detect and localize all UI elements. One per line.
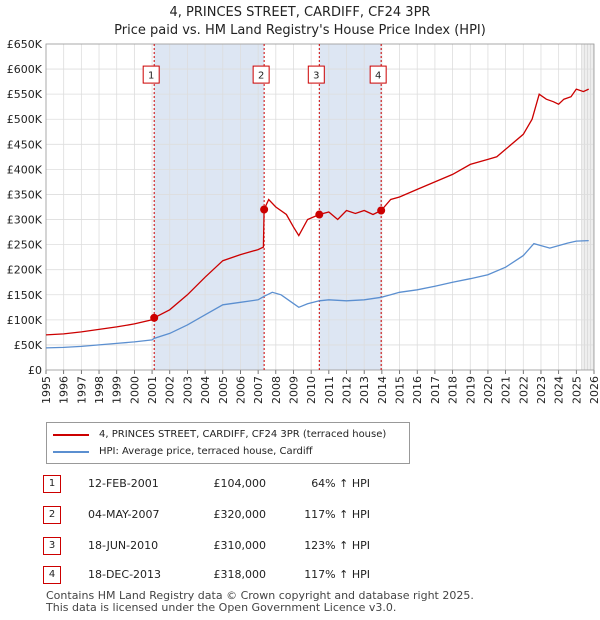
x-tick-label: 2004: [199, 376, 212, 404]
sale-point: [377, 206, 386, 215]
transaction-number: 3: [43, 537, 61, 555]
sale-label-number: 3: [313, 71, 319, 82]
price-chart: £0 £50K £100K £150K £200K £250K £300K £350K £400…: [7, 38, 600, 404]
sale-label-box: [307, 65, 325, 84]
transaction-row: 3 18-JUN-2010 £310,000 123% ↑ HPI: [0, 537, 600, 555]
x-tick-label: 2013: [358, 376, 371, 404]
x-tick-label: 2021: [500, 376, 513, 404]
x-tick-label: 2005: [217, 376, 230, 404]
y-tick-label: £200K: [7, 264, 43, 277]
y-tick-label: £350K: [7, 188, 43, 201]
sale-label-number: 2: [258, 71, 264, 82]
property-price-line: [45, 88, 589, 336]
transaction-row: 4 18-DEC-2013 £318,000 117% ↑ HPI: [0, 566, 600, 584]
x-tick-label: 2022: [517, 376, 530, 404]
x-tick-label: 2020: [482, 376, 495, 404]
transaction-date: 04-MAY-2007: [88, 508, 160, 521]
legend: 4, PRINCES STREET, CARDIFF, CF24 3PR (te…: [46, 422, 410, 464]
x-tick-label: 2008: [270, 376, 283, 404]
y-tick-label: £50K: [14, 339, 43, 352]
hpi-line: [45, 239, 589, 349]
y-tick-label: £450K: [7, 138, 43, 151]
y-tick-label: £500K: [7, 113, 43, 126]
sale-label-box: [369, 65, 387, 84]
transaction-date: 18-DEC-2013: [88, 568, 162, 581]
legend-label-property: 4, PRINCES STREET, CARDIFF, CF24 3PR (te…: [99, 429, 387, 440]
transaction-row: 1 12-FEB-2001 £104,000 64% ↑ HPI: [0, 475, 600, 493]
x-tick-label: 1997: [75, 376, 88, 404]
sale-label-box: [142, 65, 160, 84]
plot-border: [45, 43, 595, 371]
x-tick-label: 1995: [40, 376, 53, 404]
transaction-price: £310,000: [213, 539, 267, 552]
transaction-date: 12-FEB-2001: [88, 477, 159, 490]
chart-title: 4, PRINCES STREET, CARDIFF, CF24 3PR: [169, 5, 431, 20]
sale-label-number: 1: [148, 71, 154, 82]
y-tick-label: £300K: [7, 214, 43, 227]
x-tick-label: 1996: [58, 376, 71, 404]
transaction-number: 1: [43, 475, 61, 493]
sale-point: [150, 313, 159, 322]
chart-subtitle: Price paid vs. HM Land Registry's House …: [114, 23, 486, 38]
x-tick-label: 2001: [146, 376, 159, 404]
sale-point: [315, 210, 324, 219]
x-tick-label: 2016: [411, 376, 424, 404]
x-tick-label: 2003: [181, 376, 194, 404]
x-tick-label: 1999: [111, 376, 124, 404]
y-tick-label: £600K: [7, 63, 43, 76]
transaction-hpi-change: 117% ↑ HPI: [304, 508, 370, 521]
y-tick-label: £250K: [7, 239, 43, 252]
transaction-price: £104,000: [213, 477, 267, 490]
sale-label-number: 4: [375, 71, 381, 82]
x-tick-label: 2009: [287, 376, 300, 404]
y-tick-label: £150K: [7, 289, 43, 302]
y-tick-label: £650K: [7, 38, 43, 51]
x-tick-label: 2024: [553, 376, 566, 404]
sale-point: [260, 205, 269, 214]
transaction-hpi-change: 123% ↑ HPI: [304, 539, 370, 552]
x-tick-label: 2012: [341, 376, 354, 404]
x-tick-label: 2002: [164, 376, 177, 404]
x-tick-label: 2014: [376, 376, 389, 404]
ownership-period-band: [319, 44, 382, 370]
x-tick-label: 2023: [535, 376, 548, 404]
x-tick-label: 2007: [252, 376, 265, 404]
legend-swatch-property: [53, 434, 89, 436]
x-tick-label: 2015: [394, 376, 407, 404]
y-tick-label: £400K: [7, 163, 43, 176]
x-tick-label: 2010: [305, 376, 318, 404]
legend-label-hpi: HPI: Average price, terraced house, Card…: [99, 446, 313, 457]
y-tick-label: £0: [28, 364, 42, 377]
transaction-price: £320,000: [213, 508, 267, 521]
sale-label-box: [252, 65, 270, 84]
transaction-price: £318,000: [213, 568, 267, 581]
ownership-period-band: [154, 44, 265, 370]
transaction-hpi-change: 64% ↑ HPI: [311, 477, 370, 490]
x-tick-label: 2025: [570, 376, 583, 404]
x-tick-label: 1998: [93, 376, 106, 404]
x-tick-label: 2006: [234, 376, 247, 404]
legend-swatch-hpi: [53, 451, 89, 453]
x-tick-label: 2018: [447, 376, 460, 404]
transaction-date: 18-JUN-2010: [88, 539, 159, 552]
footer-copyright: Contains HM Land Registry data © Crown c…: [46, 589, 474, 602]
y-tick-label: £550K: [7, 88, 43, 101]
transaction-hpi-change: 117% ↑ HPI: [304, 568, 370, 581]
x-tick-label: 2017: [429, 376, 442, 404]
y-tick-label: £100K: [7, 314, 43, 327]
x-tick-label: 2011: [323, 376, 336, 404]
transaction-row: 2 04-MAY-2007 £320,000 117% ↑ HPI: [0, 506, 600, 524]
transaction-number: 4: [43, 566, 61, 584]
transaction-number: 2: [43, 506, 61, 524]
x-tick-label: 2019: [464, 376, 477, 404]
footer-licence: This data is licensed under the Open Gov…: [46, 601, 397, 614]
x-tick-label: 2026: [588, 376, 600, 404]
x-tick-label: 2000: [128, 376, 141, 404]
